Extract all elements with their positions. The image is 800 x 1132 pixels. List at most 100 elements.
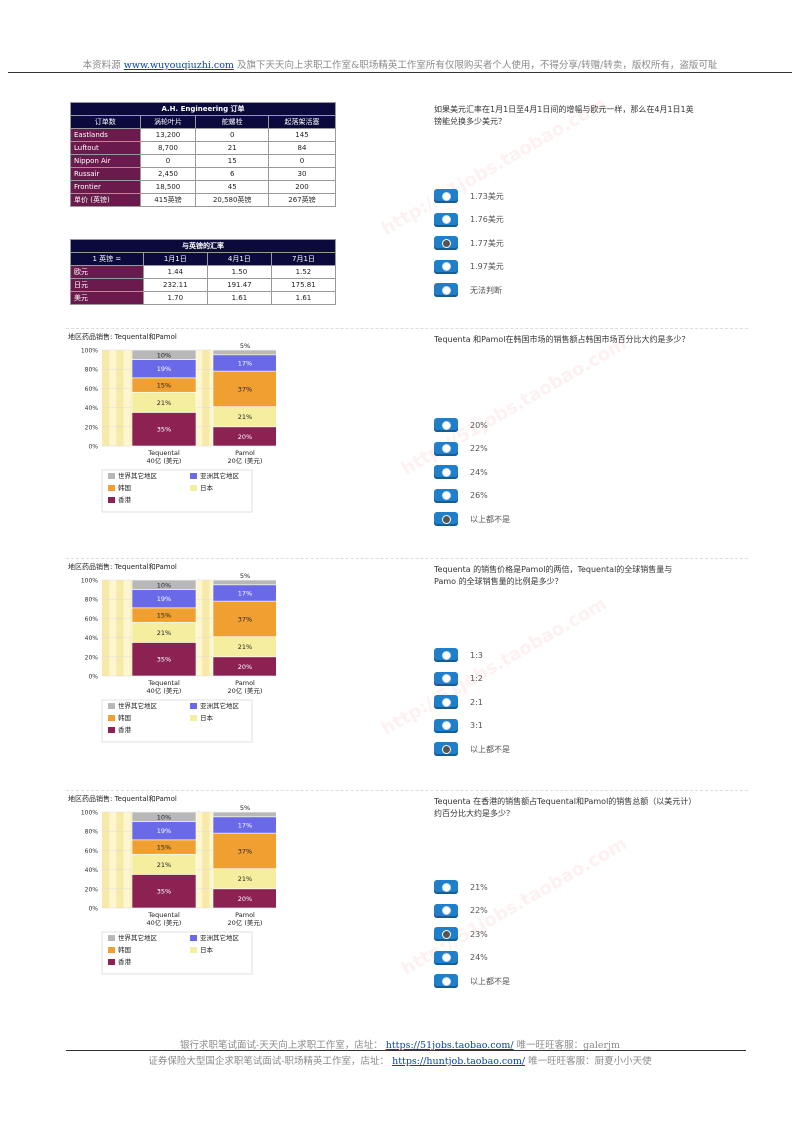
radio-button[interactable] [434,648,458,662]
plot-stripe [116,580,124,676]
radio-button[interactable] [434,695,458,709]
option-label: 24% [470,467,488,477]
table-cell: 21 [195,141,269,155]
legend-swatch [190,473,197,479]
radio-button[interactable] [434,441,458,456]
data-label: 37% [238,847,252,855]
footer-line-1: 银行求职笔试面试-天天向上求职工作室，店址： https://51jobs.ta… [180,1040,620,1051]
radio-button[interactable] [434,718,458,733]
table-cell: 175.81 [270,278,337,292]
data-label: 21% [238,643,252,651]
orders-table: A.H. Engineering 订单 订单数 涡轮叶片 舵螺栓 起落架活塞 E… [70,102,337,207]
header-link[interactable]: www.wuyouqiuzhi.com [123,60,234,71]
table-cell: 0 [195,128,269,142]
radio-button[interactable] [434,488,458,503]
y-tick-label: 0% [88,906,98,913]
table-cell: 美元 [70,291,144,305]
answer-option[interactable]: 24% [434,950,488,966]
data-label: 17% [238,821,252,829]
radio-button[interactable] [434,950,458,965]
table-cell: 13,200 [139,128,197,142]
answer-option[interactable]: 3:1 [434,718,483,734]
answer-option[interactable]: 以上都不是 [434,973,510,989]
bar-segment [212,832,276,869]
footer-link-51jobs[interactable]: https://51jobs.taobao.com/ [385,1040,514,1051]
radio-dot-icon [441,514,451,524]
radio-button[interactable] [434,259,458,274]
plot-stripe [102,812,110,908]
table-cell: 1.61 [270,291,337,305]
radio-button[interactable] [434,465,458,479]
answer-option[interactable]: 1.76美元 [434,212,504,228]
bar-segment [212,600,276,637]
answer-option[interactable]: 21% [434,879,488,895]
table-cell: Luftout [70,141,141,155]
plot-stripe [102,350,110,446]
x-tick-total: 40亿 (美元) [147,456,182,465]
answer-option[interactable]: 以上都不是 [434,741,510,757]
legend-label: 亚洲其它地区 [200,471,240,480]
data-label: 15% [157,612,171,620]
option-label: 以上都不是 [470,514,510,524]
data-label: 19% [157,595,171,603]
answer-option[interactable]: 2:1 [434,694,483,710]
radio-dot-icon [441,674,451,683]
answer-option[interactable]: 22% [434,903,488,919]
table-cell: Russair [70,167,141,181]
radio-button[interactable] [434,671,458,686]
answer-option[interactable]: 以上都不是 [434,511,510,527]
divider [66,558,748,559]
chart-title: 地区药品销售: Tequental和Pamol [68,795,177,803]
radio-button[interactable] [434,742,458,756]
divider [66,790,748,791]
radio-button[interactable] [434,974,458,988]
radio-button[interactable] [434,212,458,227]
answer-option[interactable]: 1:2 [434,671,483,687]
radio-button[interactable] [434,903,458,918]
radio-dot-icon [441,882,451,892]
radio-button[interactable] [434,418,458,432]
legend-swatch [108,473,115,479]
plot-stripe [116,812,124,908]
legend-label: 世界其它地区 [118,701,158,710]
answer-option[interactable]: 26% [434,488,488,504]
plot-stripe [116,350,124,446]
answer-option[interactable]: 1.77美元 [434,235,504,251]
table-cell: 1.50 [206,265,272,279]
radio-button[interactable] [434,880,458,894]
radio-dot-icon [441,906,451,915]
data-label: 20% [238,433,252,441]
table-cell: 0 [267,154,337,168]
radio-button[interactable] [434,512,458,526]
answer-option[interactable]: 22% [434,441,488,457]
radio-dot-icon [441,285,451,295]
footer-link-huntjob[interactable]: https://huntjob.taobao.com/ [392,1056,526,1067]
y-tick-label: 40% [85,867,99,874]
table-cell: 1.52 [270,265,337,279]
legend-label: 韩国 [118,945,131,954]
radio-button[interactable] [434,236,458,250]
answer-option[interactable]: 1.73美元 [434,188,504,204]
radio-dot-icon [441,215,451,224]
radio-dot-icon [441,976,451,986]
answer-option[interactable]: 24% [434,464,488,480]
legend-box [101,469,253,513]
radio-button[interactable] [434,283,458,297]
radio-button[interactable] [434,927,458,941]
data-label: 10% [157,813,171,821]
table-row: Eastlands 13,200 0 145 [70,128,337,142]
y-tick-label: 40% [85,635,99,642]
table-cell: 415英镑 [139,193,197,207]
divider [66,328,748,329]
radio-dot-icon [441,650,451,660]
question-text: Tequenta 的销售价格是Pamol的两倍，Tequental的全球销售量与… [434,565,673,586]
answer-option[interactable]: 1:3 [434,647,483,663]
data-label: 35% [157,656,171,664]
answer-option[interactable]: 23% [434,926,488,942]
x-tick-label: Pamol [235,911,255,919]
option-label: 1.97美元 [470,262,504,271]
answer-option[interactable]: 1.97美元 [434,259,504,275]
answer-option[interactable]: 20% [434,417,488,433]
answer-option[interactable]: 无法判断 [434,282,502,298]
radio-button[interactable] [434,189,458,203]
